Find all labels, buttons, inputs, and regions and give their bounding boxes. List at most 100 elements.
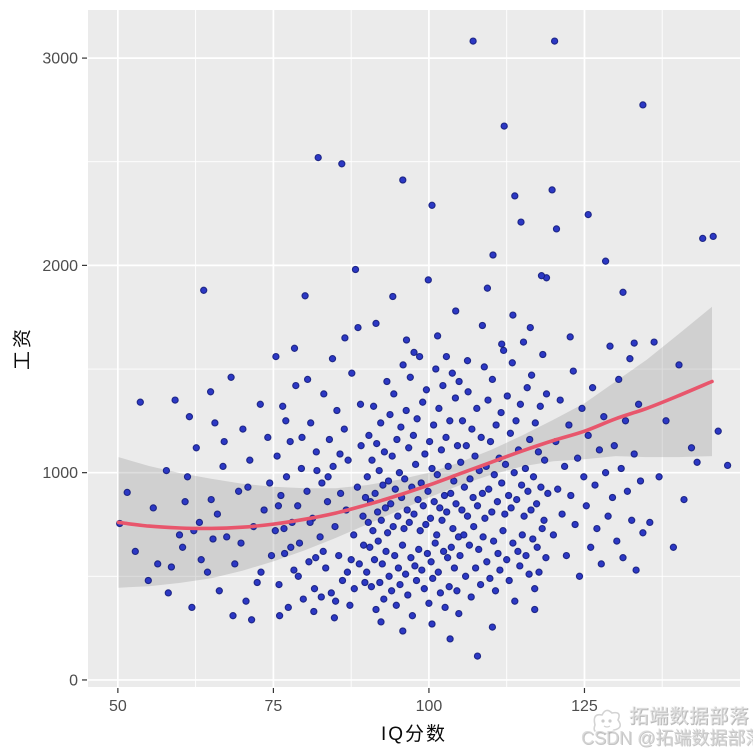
data-point — [183, 473, 192, 481]
data-point — [489, 537, 498, 545]
data-point — [359, 541, 368, 549]
data-point — [279, 402, 287, 410]
data-point — [526, 435, 534, 444]
data-point — [387, 500, 395, 508]
data-point — [425, 437, 434, 446]
data-point — [433, 471, 441, 479]
data-point — [377, 618, 385, 626]
data-point — [264, 433, 272, 442]
data-point — [154, 560, 162, 568]
data-point — [425, 599, 433, 607]
data-point — [364, 518, 372, 527]
data-point — [237, 539, 245, 547]
data-point — [253, 578, 261, 587]
data-point — [619, 554, 627, 562]
data-point — [393, 435, 401, 444]
data-point — [422, 386, 431, 394]
data-point — [312, 554, 320, 562]
data-point — [319, 547, 327, 556]
data-point — [419, 502, 427, 510]
data-point — [266, 479, 274, 487]
data-point — [457, 458, 465, 466]
data-point — [447, 543, 455, 551]
data-point — [508, 359, 516, 367]
data-point — [499, 527, 507, 535]
data-point — [350, 531, 358, 539]
data-point — [402, 336, 411, 344]
data-point — [516, 562, 524, 570]
data-point — [290, 344, 299, 352]
data-point — [336, 450, 344, 458]
data-point — [655, 473, 663, 481]
data-point — [430, 498, 438, 506]
data-point — [442, 433, 450, 442]
data-point — [239, 425, 247, 433]
data-point — [209, 535, 217, 543]
data-point — [448, 369, 456, 377]
data-point — [571, 520, 579, 529]
data-point — [617, 464, 625, 473]
data-point — [662, 417, 670, 425]
data-point — [297, 464, 306, 473]
data-point — [375, 466, 383, 475]
data-point — [405, 444, 413, 452]
data-point — [621, 417, 630, 425]
data-point — [356, 400, 365, 408]
data-point — [325, 435, 334, 444]
data-point — [610, 442, 618, 450]
data-point — [413, 415, 421, 423]
data-point — [714, 427, 722, 435]
data-point — [428, 620, 436, 628]
data-point — [525, 570, 533, 578]
data-point — [486, 574, 494, 583]
data-point — [372, 605, 380, 614]
data-point — [548, 186, 556, 194]
data-point — [531, 585, 539, 593]
data-point — [373, 439, 381, 448]
data-point — [469, 493, 477, 502]
data-point — [455, 609, 463, 618]
data-point — [608, 493, 617, 502]
data-point — [178, 543, 187, 551]
data-point — [123, 488, 131, 497]
data-point — [331, 597, 340, 605]
data-point — [295, 539, 304, 547]
data-point — [632, 566, 640, 574]
data-point — [317, 593, 325, 601]
data-point — [307, 419, 315, 427]
data-point — [402, 406, 410, 415]
data-point — [223, 533, 231, 541]
data-point — [303, 375, 312, 384]
data-point — [260, 506, 268, 514]
data-point — [511, 597, 519, 605]
watermark-brand-text: 拓端数据部落 — [629, 706, 750, 727]
y-tick-label: 2000 — [42, 258, 78, 275]
data-point — [197, 556, 205, 564]
data-point — [192, 444, 200, 452]
data-point — [447, 489, 455, 498]
data-point — [318, 479, 326, 487]
data-point — [273, 452, 281, 460]
data-point — [471, 564, 480, 572]
data-point — [310, 607, 318, 616]
data-point — [395, 469, 404, 477]
data-point — [433, 332, 442, 340]
data-point — [473, 404, 481, 413]
data-point — [290, 566, 298, 574]
data-point — [441, 603, 449, 612]
data-point — [523, 384, 531, 392]
data-point — [584, 431, 592, 440]
data-point — [473, 502, 482, 510]
data-point — [361, 578, 369, 587]
data-point — [516, 400, 525, 408]
data-point — [200, 286, 208, 294]
data-point — [499, 346, 508, 355]
data-point — [344, 456, 352, 464]
data-point — [284, 603, 292, 612]
x-tick-label: 75 — [264, 698, 282, 715]
data-point — [149, 504, 157, 512]
data-point — [587, 543, 595, 551]
data-point — [372, 319, 380, 328]
data-point — [467, 593, 475, 601]
